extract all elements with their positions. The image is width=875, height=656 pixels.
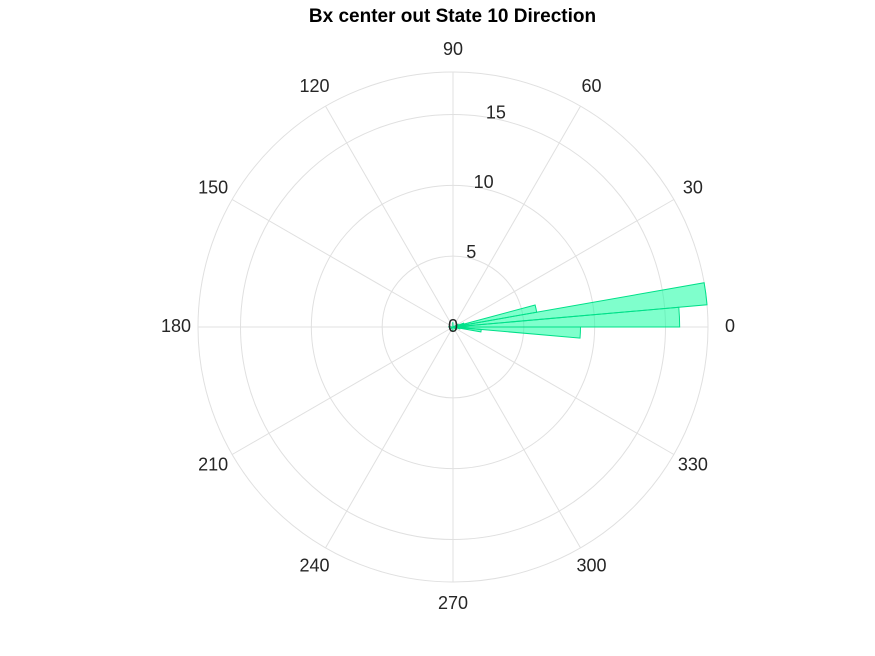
angle-tick-label: 270 <box>438 593 468 613</box>
grid-spoke <box>325 105 454 328</box>
radial-tick-labels: 0 5 10 15 <box>448 102 506 335</box>
grid-spoke <box>452 326 675 455</box>
histogram-bin <box>452 304 538 328</box>
radial-tick-label: 15 <box>486 102 506 122</box>
angle-tick-label: 30 <box>683 177 703 197</box>
radial-tick-label: 0 <box>448 316 458 336</box>
angle-tick-label: 90 <box>443 39 463 59</box>
grid-spoke <box>231 326 454 455</box>
polar-grid <box>197 71 709 583</box>
histogram-bin <box>452 323 459 328</box>
histogram-bin <box>452 326 458 331</box>
angle-tick-label: 150 <box>198 177 228 197</box>
angle-tick-label: 240 <box>299 556 329 576</box>
grid-spoke <box>452 199 675 328</box>
histogram-bin <box>452 326 582 339</box>
grid-spoke <box>325 326 454 549</box>
radial-tick-label: 10 <box>474 172 494 192</box>
histogram-bars <box>448 282 708 339</box>
histogram-bin <box>449 326 454 330</box>
radial-tick-label: 5 <box>466 242 476 262</box>
grid-spoke <box>231 199 454 328</box>
chart-title: Bx center out State 10 Direction <box>308 6 597 27</box>
grid-spoke <box>452 326 581 549</box>
angle-tick-label: 210 <box>198 454 228 474</box>
angle-tick-label: 60 <box>581 76 601 96</box>
angle-tick-label: 300 <box>576 556 606 576</box>
angle-tick-label: 0 <box>725 316 735 336</box>
angle-tick-label: 330 <box>678 454 708 474</box>
grid-spoke <box>452 105 581 328</box>
angle-tick-label: 120 <box>299 76 329 96</box>
angle-tick-label: 180 <box>161 316 191 336</box>
